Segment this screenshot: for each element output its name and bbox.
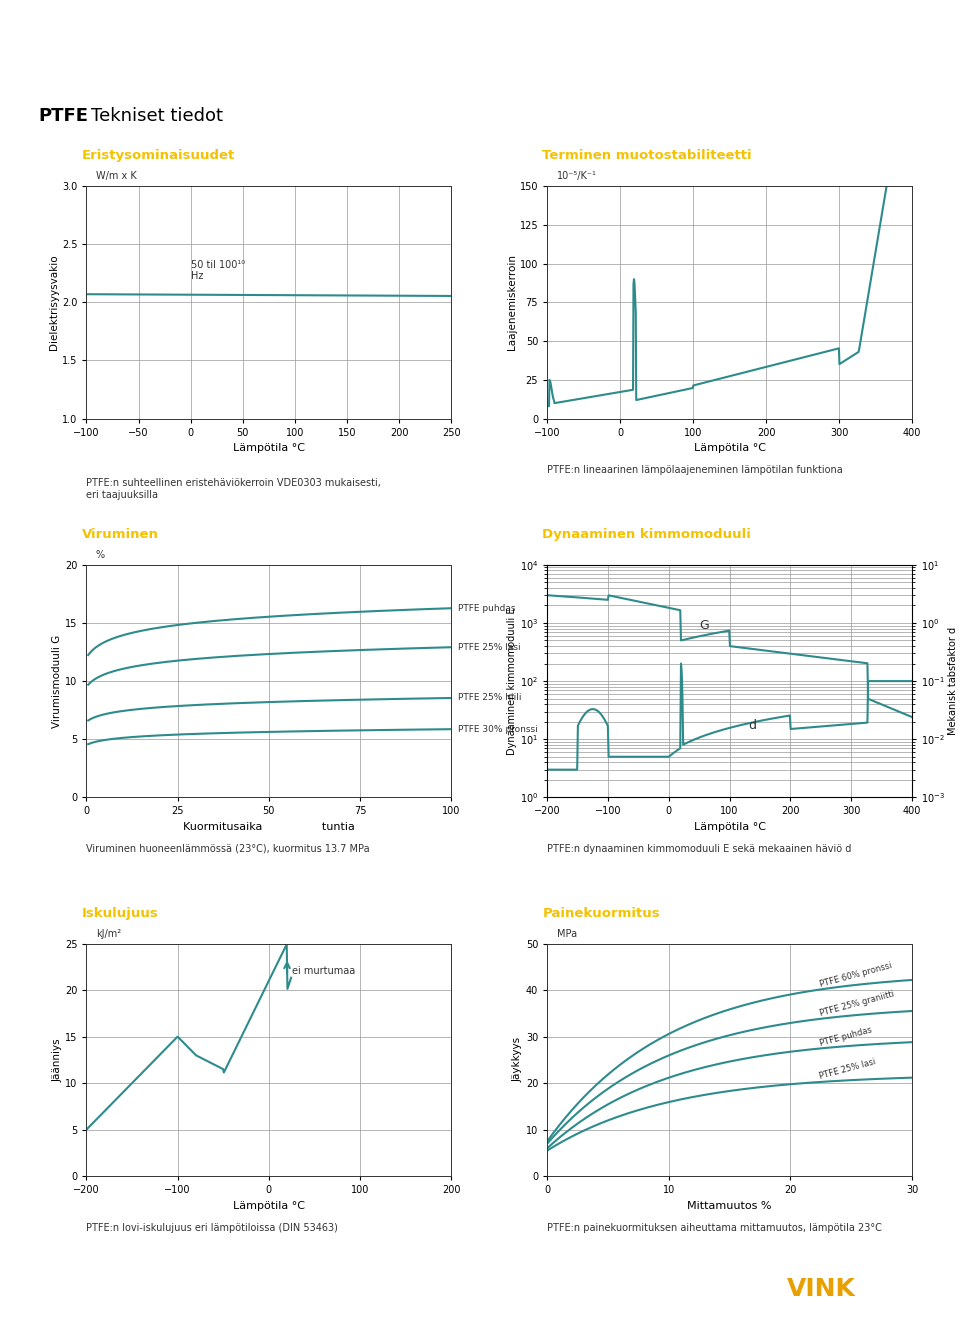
Text: Viruminen huoneenlämmössä (23°C), kuormitus 13.7 MPa: Viruminen huoneenlämmössä (23°C), kuormi…	[86, 844, 370, 855]
Text: Terminen muotostabiliteetti: Terminen muotostabiliteetti	[542, 149, 752, 162]
Y-axis label: Dynaaminen kimmomoduuli E: Dynaaminen kimmomoduuli E	[507, 607, 516, 755]
Text: %: %	[96, 550, 106, 561]
Text: PTFE: PTFE	[38, 108, 88, 125]
Y-axis label: Dielektrisyysvakio: Dielektrisyysvakio	[49, 255, 60, 350]
Text: Iskulujuus: Iskulujuus	[82, 906, 158, 920]
Text: PTFE 25% lasi: PTFE 25% lasi	[459, 643, 521, 651]
Text: PTFE puhdas: PTFE puhdas	[818, 1025, 873, 1047]
X-axis label: Mittamuutos %: Mittamuutos %	[687, 1200, 772, 1211]
Y-axis label: Virumismoduuli G: Virumismoduuli G	[52, 634, 62, 728]
Text: W/m x K: W/m x K	[96, 171, 136, 182]
X-axis label: Lämpötila °C: Lämpötila °C	[233, 443, 305, 453]
Y-axis label: Mekanisk tabsfaktor d: Mekanisk tabsfaktor d	[948, 627, 958, 735]
Text: MPa: MPa	[557, 929, 577, 940]
X-axis label: Lämpötila °C: Lämpötila °C	[693, 821, 765, 832]
Text: PTFE 25% lasi: PTFE 25% lasi	[818, 1057, 877, 1080]
X-axis label: Kuormitusaika                 tuntia: Kuormitusaika tuntia	[182, 821, 355, 832]
Text: VINK: VINK	[787, 1277, 856, 1301]
Text: PTFE:n lineaarinen lämpölaajeneminen lämpötilan funktiona: PTFE:n lineaarinen lämpölaajeneminen läm…	[547, 465, 843, 476]
Text: ei murtumaa: ei murtumaa	[292, 966, 355, 977]
Text: Tekniset tiedot: Tekniset tiedot	[91, 108, 223, 125]
Text: PTFE 30% pronssi: PTFE 30% pronssi	[459, 724, 539, 734]
Text: PTFE puhdas: PTFE puhdas	[459, 603, 516, 613]
Text: 50 til 100¹⁰
Hz: 50 til 100¹⁰ Hz	[191, 259, 245, 282]
Text: passion for plastics: passion for plastics	[590, 33, 883, 62]
X-axis label: Lämpötila °C: Lämpötila °C	[693, 443, 765, 453]
Text: Viruminen: Viruminen	[82, 528, 158, 541]
Text: PTFE 25% hiili: PTFE 25% hiili	[459, 694, 522, 703]
Text: PTFE:n painekuormituksen aiheuttama mittamuutos, lämpötila 23°C: PTFE:n painekuormituksen aiheuttama mitt…	[547, 1223, 882, 1233]
Text: PTFE:n lovi-iskulujuus eri lämpötiloissa (DIN 53463): PTFE:n lovi-iskulujuus eri lämpötiloissa…	[86, 1223, 338, 1233]
Y-axis label: Jäykkyys: Jäykkyys	[513, 1038, 523, 1082]
X-axis label: Lämpötila °C: Lämpötila °C	[233, 1200, 305, 1211]
Y-axis label: Jäänniys: Jäänniys	[52, 1038, 62, 1082]
Text: Dynaaminen kimmomoduuli: Dynaaminen kimmomoduuli	[542, 528, 752, 541]
Text: PTFE:n dynaaminen kimmomoduuli E sekä mekaainen häviö d: PTFE:n dynaaminen kimmomoduuli E sekä me…	[547, 844, 852, 855]
Text: kJ/m²: kJ/m²	[96, 929, 121, 940]
Text: PTFE 60% pronssi: PTFE 60% pronssi	[818, 961, 893, 989]
Text: 10⁻⁵/K⁻¹: 10⁻⁵/K⁻¹	[557, 171, 597, 182]
Text: PTFE 25% graniitti: PTFE 25% graniitti	[818, 990, 895, 1018]
Text: Eristysominaisuudet: Eristysominaisuudet	[82, 149, 235, 162]
Y-axis label: Laajenemiskerroin: Laajenemiskerroin	[507, 254, 516, 351]
Text: vink: vink	[499, 33, 571, 62]
Text: Painekuormitus: Painekuormitus	[542, 906, 660, 920]
Text: PTFE:n suhteellinen eristehäviökerroin VDE0303 mukaisesti,
eri taajuuksilla: PTFE:n suhteellinen eristehäviökerroin V…	[86, 478, 381, 500]
Text: G: G	[699, 618, 708, 631]
Text: d: d	[748, 719, 756, 732]
